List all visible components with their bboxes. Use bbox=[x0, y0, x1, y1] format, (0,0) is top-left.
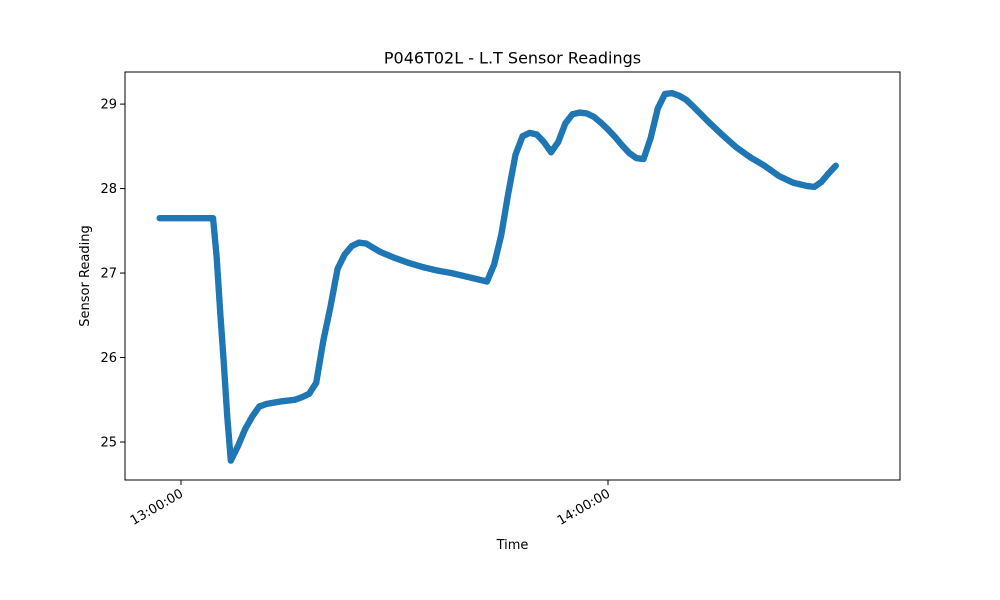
x-axis: 13:00:00 14:00:00 bbox=[128, 480, 613, 529]
data-series bbox=[156, 89, 839, 464]
y-axis-label: Sensor Reading bbox=[78, 225, 93, 326]
y-tick-label: 25 bbox=[100, 435, 117, 450]
y-axis: 25 26 27 28 29 bbox=[100, 98, 125, 450]
data-point bbox=[832, 162, 839, 169]
x-tick-label: 13:00:00 bbox=[128, 486, 186, 528]
x-tick-label: 14:00:00 bbox=[555, 486, 613, 528]
y-tick-label: 29 bbox=[100, 98, 117, 113]
x-axis-label: Time bbox=[496, 538, 529, 553]
plot-area-frame bbox=[124, 71, 901, 481]
y-tick-label: 27 bbox=[100, 267, 117, 282]
y-tick-label: 26 bbox=[100, 351, 117, 366]
chart-title: P046T02L - L.T Sensor Readings bbox=[384, 49, 641, 68]
y-tick-label: 28 bbox=[100, 182, 117, 197]
